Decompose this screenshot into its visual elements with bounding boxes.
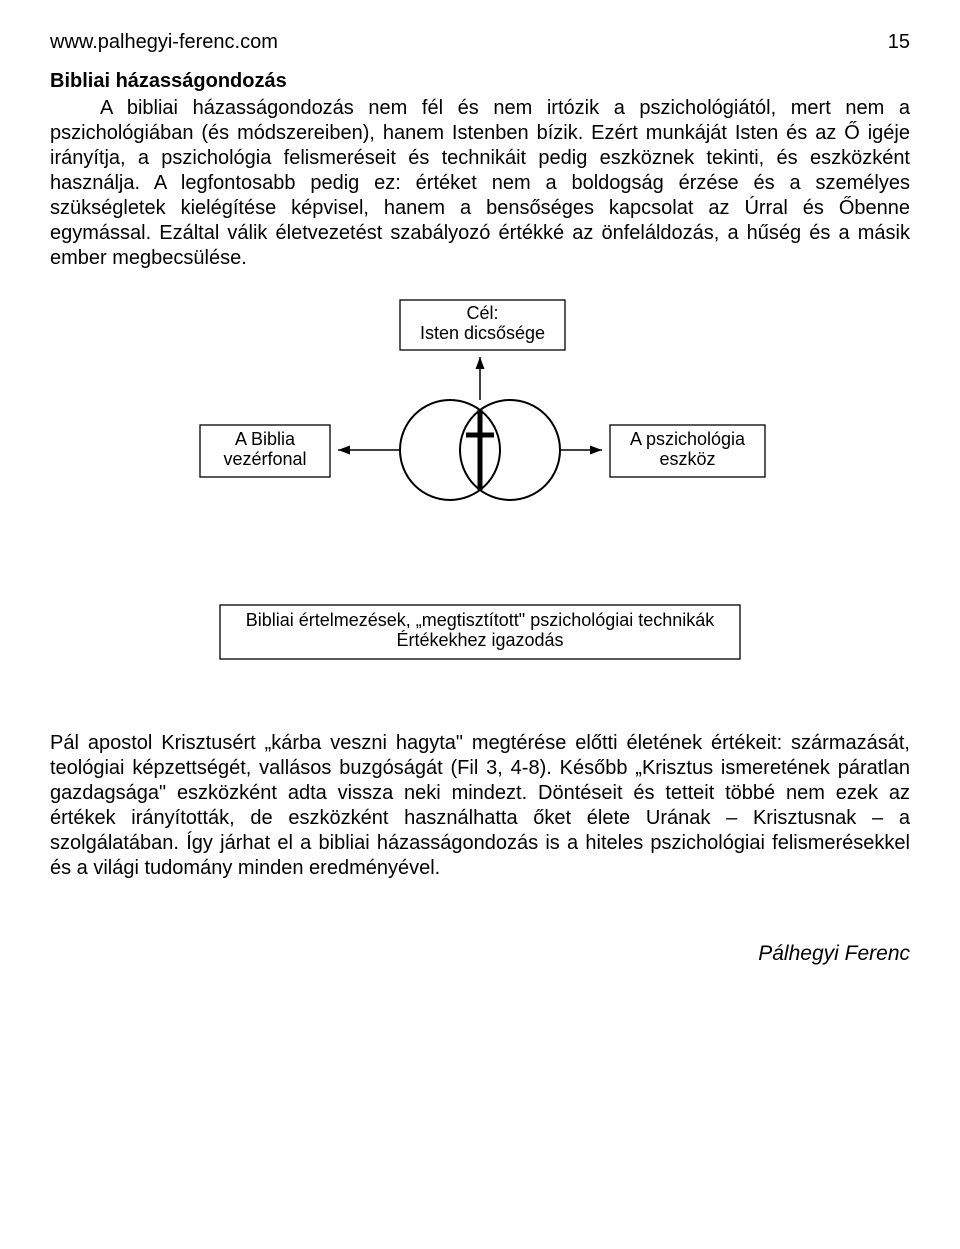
- flowchart-diagram: Cél:Isten dicsősége A Bibliavezérfonal A p…: [160, 295, 800, 695]
- author-signature: Pálhegyi Ferenc: [50, 941, 910, 967]
- diagram-container: Cél:Isten dicsősége A Bibliavezérfonal A p…: [160, 295, 800, 695]
- svg-text:eszköz: eszköz: [659, 449, 715, 469]
- svg-text:Értékekhez igazodás: Értékekhez igazodás: [396, 630, 563, 650]
- page-header: www.palhegyi-ferenc.com 15: [50, 30, 910, 55]
- svg-text:Isten dicsősége: Isten dicsősége: [420, 323, 545, 343]
- paragraph-1: A bibliai házasságondozás nem fél és nem…: [50, 96, 910, 271]
- svg-text:Cél:: Cél:: [466, 303, 498, 323]
- svg-text:vezérfonal: vezérfonal: [223, 449, 306, 469]
- svg-text:A Biblia: A Biblia: [235, 429, 296, 449]
- section-heading: Bibliai házasságondozás: [50, 69, 910, 94]
- svg-text:Bibliai értelmezések, „megtisz: Bibliai értelmezések, „megtisztított" ps…: [246, 610, 716, 630]
- ring-left-icon: [400, 400, 500, 500]
- header-url: www.palhegyi-ferenc.com: [50, 30, 278, 55]
- header-page-number: 15: [888, 30, 910, 55]
- svg-text:A pszichológia: A pszichológia: [630, 429, 746, 449]
- paragraph-2: Pál apostol Krisztusért „kárba veszni ha…: [50, 731, 910, 881]
- ring-right-icon: [460, 400, 560, 500]
